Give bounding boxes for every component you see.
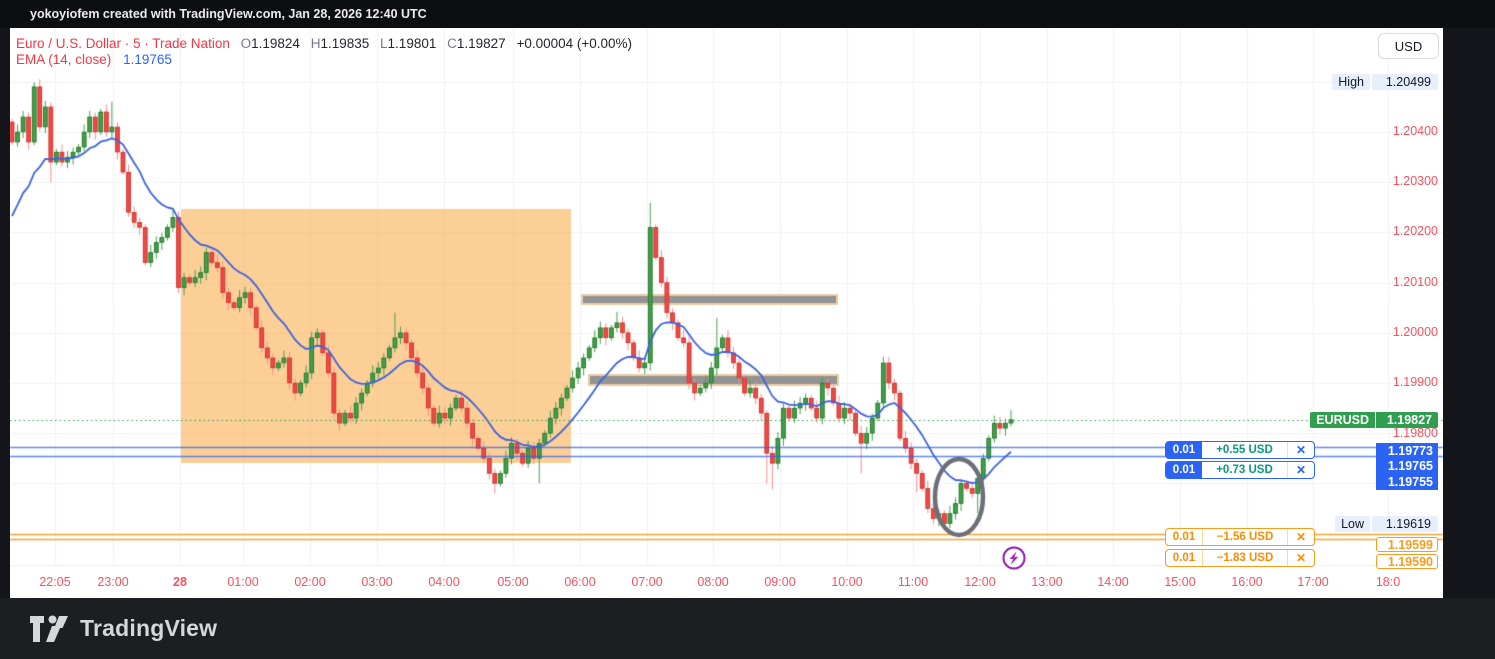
position-qty: 0.01	[1166, 462, 1202, 478]
price-tick: 1.19900	[1392, 375, 1438, 389]
last-price-chip: EURUSD 1.19827	[1310, 411, 1438, 428]
orange-price-label: 1.19590	[1376, 554, 1438, 569]
change-value: +0.00004 (+0.00%)	[516, 36, 633, 51]
time-label: 23:00	[97, 575, 129, 589]
left-letterbox	[0, 28, 10, 598]
ema-name: EMA (14, close)	[16, 52, 112, 67]
time-label: 01:00	[227, 575, 259, 589]
tradingview-brand-text[interactable]: TradingView	[80, 615, 218, 641]
time-label: 15:00	[1164, 575, 1196, 589]
position-qty: 0.01	[1166, 442, 1202, 458]
low-badge: Low 1.19619	[1335, 515, 1438, 532]
time-label: 28	[173, 575, 187, 589]
close-label: C	[447, 36, 457, 51]
open-value: 1.19824	[251, 36, 300, 51]
time-label: 07:00	[631, 575, 663, 589]
position-pl: +0.55 USD	[1202, 442, 1288, 458]
low-value: 1.19801	[387, 36, 437, 51]
position-qty: 0.01	[1166, 529, 1203, 545]
time-label: 06:00	[564, 575, 596, 589]
footer-bar: TradingView	[0, 598, 1495, 659]
open-label: O	[240, 36, 252, 51]
symbol-title: Euro / U.S. Dollar · 5 · Trade Nation	[16, 36, 230, 51]
time-label: 22:05	[39, 575, 71, 589]
high-value: 1.19835	[320, 36, 370, 51]
blue-price-label: 1.19765	[1376, 458, 1438, 474]
close-position-icon[interactable]: ✕	[1295, 551, 1307, 565]
price-tick-1-19800: 1.19800	[1392, 426, 1438, 440]
ema-value: 1.19765	[123, 52, 172, 67]
blue-price-label: 1.19773	[1376, 443, 1438, 459]
position-pl: −1.56 USD	[1203, 529, 1288, 545]
time-label: 17:00	[1297, 575, 1329, 589]
price-tick: 1.20400	[1392, 124, 1438, 138]
position-pl: −1.83 USD	[1203, 550, 1288, 566]
price-tick: 1.20200	[1392, 224, 1438, 239]
last-price-symbol: EURUSD	[1310, 411, 1376, 428]
time-label: 08:00	[697, 575, 729, 589]
attribution-bar: yokoyiofem created with TradingView.com,…	[0, 0, 1495, 28]
attribution-text: yokoyiofem created with TradingView.com,…	[30, 7, 427, 21]
last-price-value: 1.19827	[1376, 411, 1438, 428]
price-tick: 1.20000	[1392, 324, 1438, 339]
close-position-icon[interactable]: ✕	[1295, 530, 1307, 544]
ema-legend: EMA (14, close) 1.19765	[16, 52, 172, 67]
symbol-legend: Euro / U.S. Dollar · 5 · Trade Nation O1…	[16, 34, 632, 53]
flash-order-icon[interactable]	[1000, 544, 1028, 572]
position-qty: 0.01	[1166, 550, 1203, 566]
time-label: 04:00	[428, 575, 460, 589]
time-axis[interactable]: 22:05 23:00 28 01:00 02:00 03:00 04:00 05:00 06:…	[10, 565, 1443, 599]
blue-price-label: 1.19755	[1376, 474, 1438, 490]
time-label: 10:00	[831, 575, 863, 589]
close-value: 1.19827	[456, 36, 506, 51]
right-letterbox	[1443, 28, 1495, 598]
time-label: 12:00	[964, 575, 996, 589]
position-pl: +0.73 USD	[1202, 462, 1288, 478]
blue-price-labels: 1.19773 1.19765 1.19755	[1376, 443, 1438, 490]
close-position-icon[interactable]: ✕	[1295, 463, 1307, 477]
time-label: 11:00	[897, 575, 929, 589]
high-badge-label: High	[1332, 73, 1370, 90]
price-tick: 1.20300	[1392, 174, 1438, 189]
high-badge-value: 1.20499	[1372, 73, 1438, 90]
time-label: 14:00	[1097, 575, 1129, 589]
time-label: 13:00	[1031, 575, 1063, 589]
high-label: H	[310, 36, 321, 51]
orange-price-label: 1.19599	[1376, 537, 1438, 552]
long-position-chip[interactable]: 0.01 +0.73 USD ✕	[1165, 461, 1315, 479]
time-label: 03:00	[361, 575, 393, 589]
close-position-icon[interactable]: ✕	[1295, 443, 1307, 457]
tradingview-logo-icon[interactable]	[28, 612, 70, 646]
high-badge: High 1.20499	[1332, 73, 1438, 90]
low-badge-value: 1.19619	[1372, 515, 1438, 532]
time-label: 18:0	[1375, 575, 1401, 589]
short-position-chip[interactable]: 0.01 −1.83 USD ✕	[1165, 549, 1315, 567]
short-position-chip[interactable]: 0.01 −1.56 USD ✕	[1165, 528, 1315, 546]
time-label: 02:00	[294, 575, 326, 589]
low-badge-label: Low	[1335, 515, 1370, 532]
lightning-bolt-icon	[1009, 551, 1019, 565]
time-label: 05:00	[497, 575, 529, 589]
currency-usd-button[interactable]: USD	[1378, 33, 1439, 59]
time-label: 16:00	[1231, 575, 1263, 589]
long-position-chip[interactable]: 0.01 +0.55 USD ✕	[1165, 441, 1315, 459]
low-label: L	[380, 36, 388, 51]
price-tick: 1.20100	[1392, 274, 1438, 289]
time-label: 09:00	[764, 575, 796, 589]
